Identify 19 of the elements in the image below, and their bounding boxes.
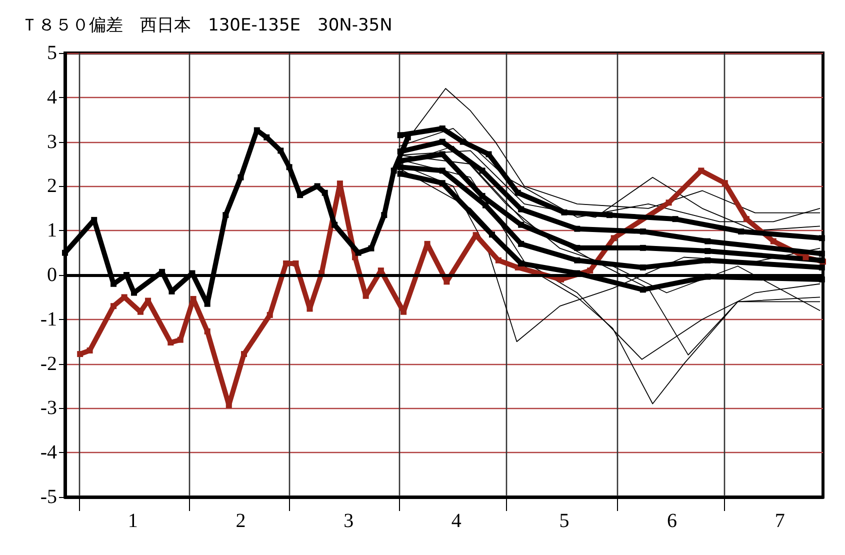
y-tick-label: 0 [47,264,57,286]
y-tick-label: 3 [47,130,57,153]
x-tick-label: 3 [344,510,354,532]
y-tick-label: 4 [47,86,57,108]
x-tick-label: 5 [559,510,570,532]
chart-title: Ｔ８５０偏差 西日本 130E-135E 30N-35N [21,16,392,36]
x-tick-label: 7 [774,510,785,532]
y-tick-label: -2 [40,352,57,375]
x-tick-label: 1 [128,510,138,532]
x-tick-label: 6 [667,510,678,532]
y-tick-label: 5 [47,42,57,64]
y-tick-label: 1 [47,220,57,242]
x-tick-label: 2 [236,510,246,532]
y-tick-label: -4 [40,442,57,464]
y-tick-label: -5 [40,486,57,508]
y-tick-label: 2 [47,175,57,198]
y-tick-label: -3 [40,397,57,420]
x-tick-label: 4 [451,510,462,532]
y-tick-label: -1 [40,308,57,330]
